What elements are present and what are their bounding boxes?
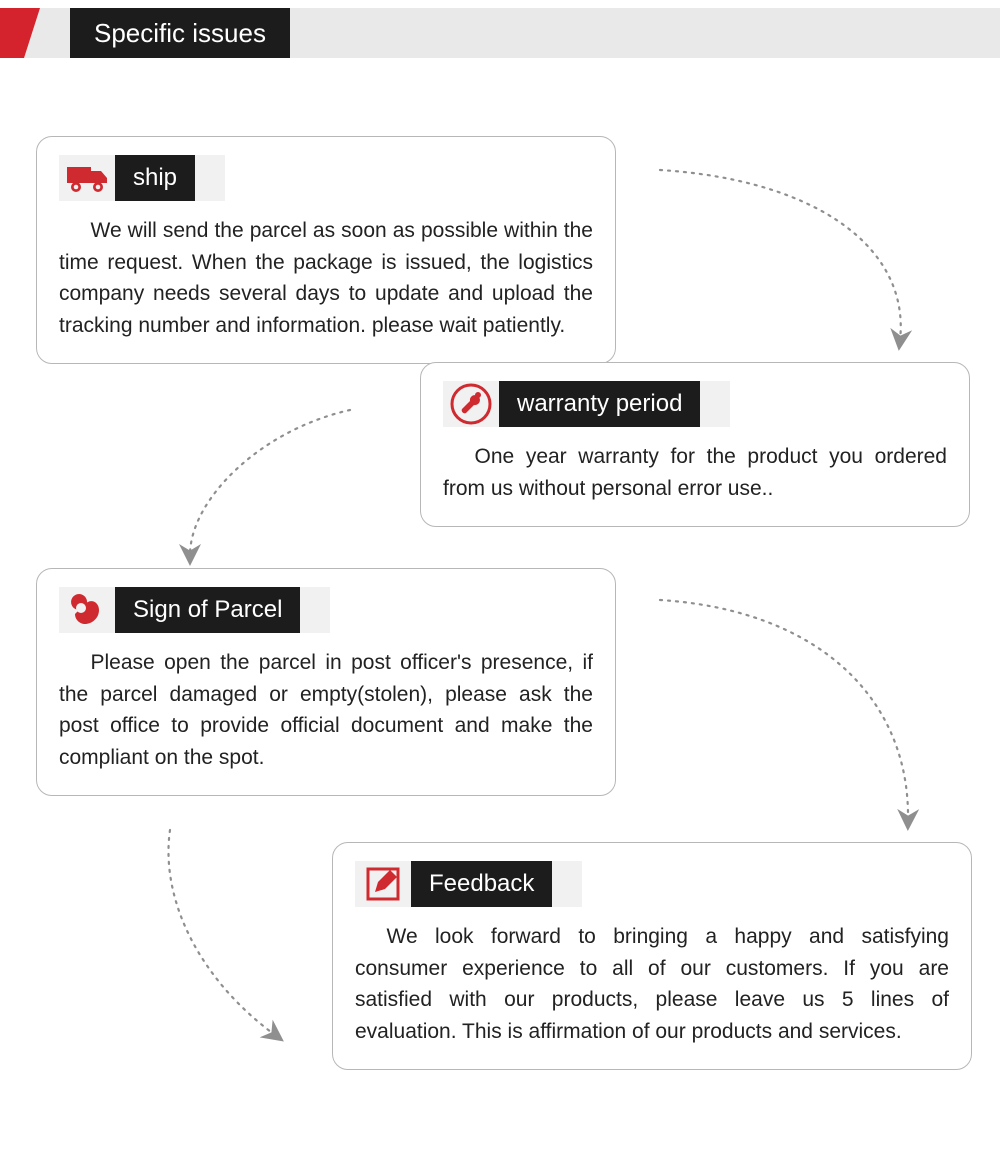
card-body-ship: We will send the parcel as soon as possi… bbox=[59, 215, 593, 341]
card-label-warranty: warranty period bbox=[499, 381, 700, 427]
card-label-sign: Sign of Parcel bbox=[115, 587, 300, 633]
card-header-feedback: Feedback bbox=[355, 861, 582, 907]
arrow-sign-feedback-left bbox=[168, 830, 275, 1035]
truck-icon bbox=[59, 155, 115, 201]
card-ship: ship We will send the parcel as soon as … bbox=[36, 136, 616, 364]
arrow-sign-feedback-right bbox=[660, 600, 908, 820]
card-label-ship: ship bbox=[115, 155, 195, 201]
card-body-feedback: We look forward to bringing a happy and … bbox=[355, 921, 949, 1047]
arrow-ship-warranty bbox=[660, 170, 901, 340]
card-label-feedback: Feedback bbox=[411, 861, 552, 907]
header-title-block: Specific issues bbox=[70, 8, 290, 58]
card-header-ship: ship bbox=[59, 155, 225, 201]
card-body-warranty: One year warranty for the product you or… bbox=[443, 441, 947, 504]
card-header-warranty: warranty period bbox=[443, 381, 730, 427]
arrow-warranty-sign bbox=[190, 410, 350, 555]
page-title: Specific issues bbox=[94, 18, 266, 49]
wrench-circle-icon bbox=[443, 381, 499, 427]
card-feedback: Feedback We look forward to bringing a h… bbox=[332, 842, 972, 1070]
card-header-sign: Sign of Parcel bbox=[59, 587, 330, 633]
card-warranty: warranty period One year warranty for th… bbox=[420, 362, 970, 527]
card-body-sign: Please open the parcel in post officer's… bbox=[59, 647, 593, 773]
ok-hand-icon bbox=[59, 587, 115, 633]
card-sign: Sign of Parcel Please open the parcel in… bbox=[36, 568, 616, 796]
pencil-square-icon bbox=[355, 861, 411, 907]
